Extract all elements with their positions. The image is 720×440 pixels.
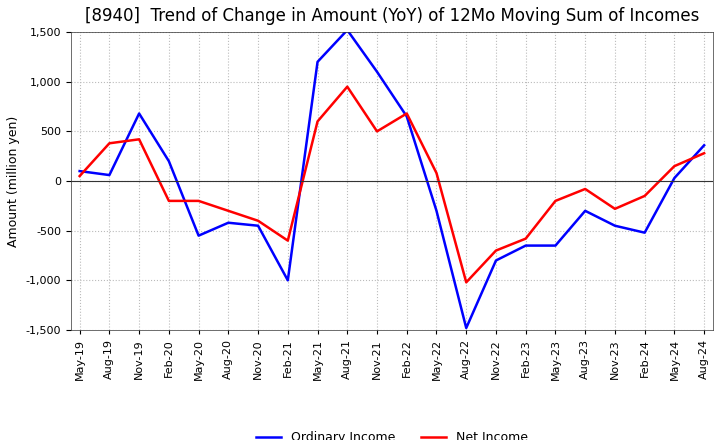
Net Income: [373, 129, 382, 134]
Net Income: [194, 198, 203, 204]
Ordinary Income: [343, 27, 351, 33]
Ordinary Income: [284, 278, 292, 283]
Ordinary Income: [581, 208, 590, 213]
Ordinary Income: [194, 233, 203, 238]
Net Income: [343, 84, 351, 89]
Net Income: [521, 236, 530, 241]
Ordinary Income: [105, 172, 114, 178]
Net Income: [402, 111, 411, 116]
Ordinary Income: [432, 208, 441, 213]
Ordinary Income: [462, 325, 471, 330]
Net Income: [611, 206, 619, 212]
Net Income: [253, 218, 262, 224]
Y-axis label: Amount (million yen): Amount (million yen): [7, 115, 20, 247]
Ordinary Income: [76, 169, 84, 174]
Net Income: [462, 280, 471, 285]
Ordinary Income: [492, 258, 500, 263]
Net Income: [670, 164, 679, 169]
Net Income: [105, 141, 114, 146]
Ordinary Income: [611, 223, 619, 228]
Ordinary Income: [253, 223, 262, 228]
Net Income: [135, 137, 143, 142]
Ordinary Income: [402, 114, 411, 119]
Net Income: [432, 170, 441, 176]
Legend: Ordinary Income, Net Income: Ordinary Income, Net Income: [251, 426, 533, 440]
Line: Net Income: Net Income: [80, 87, 704, 282]
Ordinary Income: [135, 111, 143, 116]
Ordinary Income: [521, 243, 530, 248]
Net Income: [492, 248, 500, 253]
Ordinary Income: [224, 220, 233, 225]
Net Income: [284, 238, 292, 243]
Net Income: [165, 198, 174, 204]
Net Income: [700, 150, 708, 156]
Ordinary Income: [700, 143, 708, 148]
Line: Ordinary Income: Ordinary Income: [80, 30, 704, 328]
Net Income: [581, 186, 590, 191]
Net Income: [551, 198, 559, 204]
Net Income: [76, 173, 84, 179]
Ordinary Income: [313, 59, 322, 65]
Ordinary Income: [165, 158, 174, 164]
Net Income: [224, 208, 233, 213]
Title: [8940]  Trend of Change in Amount (YoY) of 12Mo Moving Sum of Incomes: [8940] Trend of Change in Amount (YoY) o…: [85, 7, 699, 25]
Ordinary Income: [640, 230, 649, 235]
Net Income: [313, 119, 322, 124]
Net Income: [640, 193, 649, 198]
Ordinary Income: [373, 69, 382, 74]
Ordinary Income: [670, 176, 679, 181]
Ordinary Income: [551, 243, 559, 248]
